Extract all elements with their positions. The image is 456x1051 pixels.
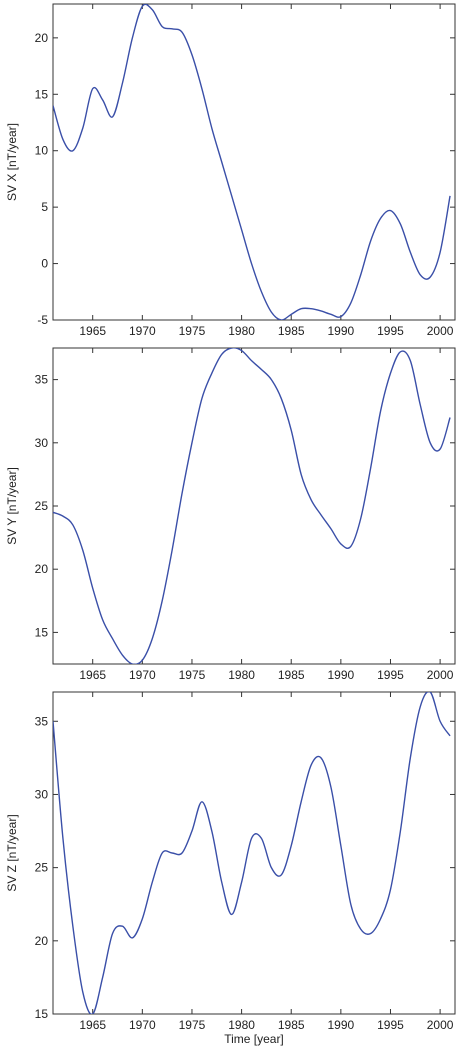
y-tick-label: 25 <box>35 861 49 875</box>
x-tick-label: 1980 <box>228 668 255 682</box>
y-tick-label: 20 <box>35 31 49 45</box>
y-tick-label: 15 <box>35 625 49 639</box>
x-tick-label: 1975 <box>179 1018 206 1032</box>
x-tick-label: 1990 <box>328 1018 355 1032</box>
x-tick-label: 1970 <box>129 1018 156 1032</box>
series-line <box>53 348 451 664</box>
y-axis-label: SV Y [nT/year] <box>5 467 19 545</box>
x-axis-label: Time [year] <box>224 1032 284 1046</box>
y-tick-label: 15 <box>35 87 49 101</box>
x-tick-label: 1975 <box>179 324 206 338</box>
x-tick-label: 1965 <box>79 668 106 682</box>
x-tick-label: 1965 <box>79 1018 106 1032</box>
x-tick-label: 1985 <box>278 1018 305 1032</box>
x-tick-label: 1985 <box>278 668 305 682</box>
plot-frame <box>52 691 456 1015</box>
x-tick-label: 1995 <box>377 324 404 338</box>
plot-frame <box>52 347 456 665</box>
y-tick-label: 20 <box>35 562 49 576</box>
x-tick-label: 1980 <box>228 1018 255 1032</box>
x-tick-label: 1985 <box>278 324 305 338</box>
x-tick-label: 1990 <box>328 668 355 682</box>
y-tick-label: 10 <box>35 144 49 158</box>
x-tick-label: 1970 <box>129 668 156 682</box>
chart-panel-2: 1965 1970 1975 1980 1985 1990 1995 2000 15 20 25 30… <box>5 347 456 682</box>
x-tick-label: 1965 <box>79 324 106 338</box>
series-line <box>53 4 451 320</box>
series-line <box>53 692 451 1014</box>
x-tick-label: 1970 <box>129 324 156 338</box>
x-tick-label: 1980 <box>228 324 255 338</box>
plot-frame <box>52 3 456 321</box>
x-tick-label: 2000 <box>427 1018 454 1032</box>
y-tick-label: 0 <box>41 257 48 271</box>
x-tick-label: 2000 <box>427 668 454 682</box>
y-tick-label: 25 <box>35 499 49 513</box>
x-tick-label: 1995 <box>377 668 404 682</box>
y-tick-label: 30 <box>35 787 49 801</box>
chart-panel-1: 1965 1970 1975 1980 1985 1990 1995 2000 -5 0 5 10 15… <box>5 3 456 338</box>
y-tick-label: -5 <box>37 313 48 327</box>
y-tick-label: 35 <box>35 714 49 728</box>
x-tick-label: 1975 <box>179 668 206 682</box>
x-tick-label: 2000 <box>427 324 454 338</box>
y-tick-label: 15 <box>35 1007 49 1021</box>
x-tick-label: 1990 <box>328 324 355 338</box>
y-tick-label: 20 <box>35 934 49 948</box>
y-tick-label: 30 <box>35 436 49 450</box>
chart-panel-3: 1965 1970 1975 1980 1985 1990 1995 2000 15 20 25 30… <box>5 691 456 1046</box>
y-tick-label: 35 <box>35 373 49 387</box>
y-axis-label: SV X [nT/year] <box>5 123 19 201</box>
x-tick-label: 1995 <box>377 1018 404 1032</box>
y-tick-label: 5 <box>41 200 48 214</box>
y-axis-label: SV Z [nT/year] <box>5 814 19 891</box>
